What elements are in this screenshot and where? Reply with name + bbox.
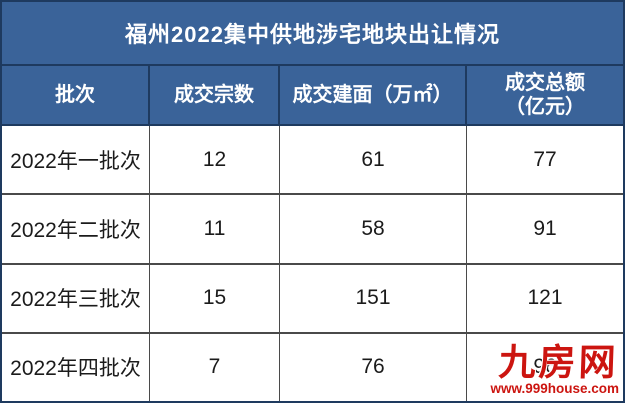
column-header-total-label-line2: （亿元） <box>505 96 585 118</box>
table-title: 福州2022集中供地涉宅地块出让情况 <box>125 22 500 47</box>
batch-name-cell: 2022年四批次 <box>2 333 150 401</box>
batch-name-cell: 2022年三批次 <box>2 264 150 332</box>
batch-name-cell: 2022年一批次 <box>2 126 150 194</box>
table-header-row: 批次 成交宗数 成交建面（万㎡） 成交总额 （亿元） <box>2 66 623 126</box>
area-cell: 151 <box>280 264 467 332</box>
column-header-total-label-line1: 成交总额 <box>505 72 585 94</box>
area-cell: 76 <box>280 333 467 401</box>
batch-name-cell: 2022年二批次 <box>2 195 150 263</box>
deals-cell: 7 <box>150 333 280 401</box>
area-cell: 58 <box>280 195 467 263</box>
deals-cell: 12 <box>150 126 280 194</box>
total-cell: 96 <box>467 333 623 401</box>
area-cell: 61 <box>280 126 467 194</box>
table-row-batch2: 2022年二批次 11 58 91 <box>2 195 623 265</box>
table-row-batch1: 2022年一批次 12 61 77 <box>2 126 623 196</box>
column-header-total: 成交总额 （亿元） <box>467 66 623 124</box>
table-body: 2022年一批次 12 61 77 2022年二批次 11 58 91 2022… <box>2 126 623 401</box>
column-header-area-label: 成交建面（万㎡） <box>292 84 453 106</box>
table-row-batch4: 2022年四批次 7 76 96 <box>2 333 623 401</box>
column-header-deals: 成交宗数 <box>150 66 280 124</box>
deals-cell: 15 <box>150 264 280 332</box>
column-header-area: 成交建面（万㎡） <box>280 66 467 124</box>
total-cell: 121 <box>467 264 623 332</box>
column-header-deals-label: 成交宗数 <box>174 84 254 106</box>
table-row-batch3: 2022年三批次 15 151 121 <box>2 264 623 334</box>
column-header-batch: 批次 <box>2 66 150 124</box>
total-cell: 77 <box>467 126 623 194</box>
column-header-batch-label: 批次 <box>55 84 95 106</box>
deals-cell: 11 <box>150 195 280 263</box>
table-title-bar: 福州2022集中供地涉宅地块出让情况 <box>2 2 623 66</box>
total-cell: 91 <box>467 195 623 263</box>
